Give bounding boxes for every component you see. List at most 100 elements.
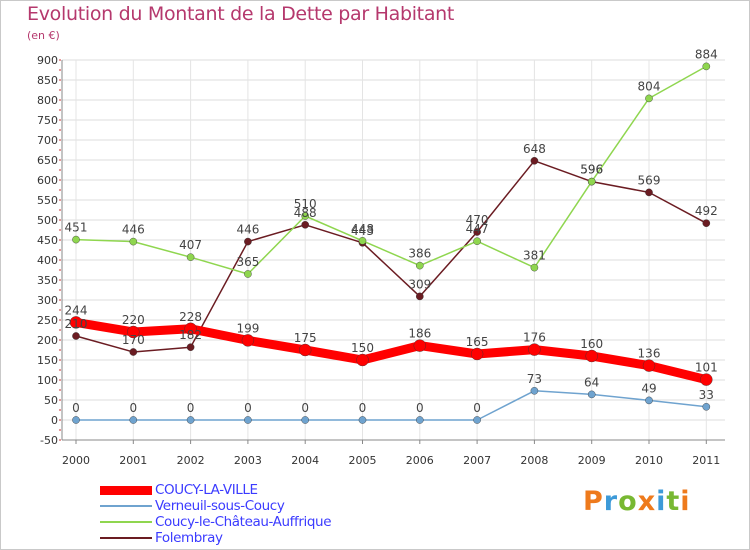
data-label: 446 xyxy=(236,223,259,237)
data-point xyxy=(358,416,367,424)
data-point xyxy=(473,228,481,236)
data-point xyxy=(301,416,310,424)
data-point xyxy=(530,263,539,272)
legend-label: Verneuil-sous-Coucy xyxy=(155,498,285,514)
logo-letter: x xyxy=(637,486,657,517)
data-label: 165 xyxy=(466,335,489,349)
x-tick-label: 2004 xyxy=(291,454,319,467)
data-point xyxy=(645,188,653,197)
data-point xyxy=(186,416,195,424)
legend-swatch xyxy=(100,521,152,523)
y-tick-label: 200 xyxy=(37,334,58,347)
data-label: 448 xyxy=(351,222,374,236)
data-point xyxy=(702,62,711,71)
logo-letter: t xyxy=(666,486,681,517)
data-label: 244 xyxy=(65,303,88,317)
x-tick-label: 2008 xyxy=(520,454,548,467)
data-point xyxy=(415,261,424,270)
data-label: 884 xyxy=(695,47,718,61)
data-label: 309 xyxy=(408,277,431,291)
data-label: 596 xyxy=(580,163,603,177)
data-point xyxy=(702,219,711,227)
data-label: 0 xyxy=(416,401,424,415)
x-tick-label: 2000 xyxy=(62,454,90,467)
data-point xyxy=(129,237,138,246)
y-tick-label: 700 xyxy=(37,134,58,147)
data-label: 33 xyxy=(699,388,714,402)
y-tick-label: 850 xyxy=(37,74,58,87)
data-label: 510 xyxy=(294,197,317,211)
data-label: 136 xyxy=(638,347,661,361)
data-point xyxy=(587,177,596,186)
x-tick-label: 2003 xyxy=(234,454,262,467)
data-label: 176 xyxy=(523,331,546,345)
y-tick-label: 150 xyxy=(37,354,58,367)
data-point xyxy=(356,353,369,367)
x-tick-label: 2010 xyxy=(635,454,663,467)
data-point xyxy=(129,348,138,356)
data-point xyxy=(585,349,598,363)
logo-letter: r xyxy=(603,486,619,517)
data-label: 443 xyxy=(351,224,374,238)
data-point xyxy=(642,359,656,372)
y-tick-label: 800 xyxy=(37,94,58,107)
series-line xyxy=(76,390,707,421)
legend: COUCY-LA-VILLE Verneuil-sous-Coucy Coucy-l… xyxy=(100,482,332,546)
data-label: 804 xyxy=(638,79,661,93)
unit-label: (en €) xyxy=(27,29,60,42)
data-label: 0 xyxy=(187,401,195,415)
data-point xyxy=(299,343,312,357)
x-tick-label: 2005 xyxy=(349,454,377,467)
data-label: 199 xyxy=(236,321,259,335)
data-point xyxy=(528,343,541,356)
y-tick-label: 600 xyxy=(37,174,58,187)
data-label: 101 xyxy=(695,361,718,375)
y-tick-label: 350 xyxy=(37,274,58,287)
data-point xyxy=(702,402,711,411)
legend-swatch xyxy=(100,486,152,495)
logo-letter: o xyxy=(618,486,638,517)
data-label: 0 xyxy=(129,401,137,415)
data-point xyxy=(473,237,481,245)
y-tick-label: 750 xyxy=(37,114,58,127)
data-label: 492 xyxy=(695,204,718,218)
legend-item: Coucy-le-Château-Auffrique xyxy=(100,514,332,530)
data-point xyxy=(415,292,424,301)
data-point xyxy=(413,339,426,352)
series-line xyxy=(75,317,708,384)
x-tick-label: 2002 xyxy=(177,454,205,467)
data-label: 451 xyxy=(65,221,88,235)
legend-label: Folembray xyxy=(155,530,223,546)
x-tick-label: 2001 xyxy=(119,454,147,467)
legend-swatch xyxy=(100,505,152,507)
data-point xyxy=(184,322,197,335)
data-point xyxy=(129,416,138,424)
x-tick-label: 2011 xyxy=(692,454,720,467)
legend-item: COUCY-LA-VILLE xyxy=(100,482,331,498)
data-point xyxy=(645,396,653,405)
proxiti-logo: Proxiti xyxy=(583,486,691,517)
data-point xyxy=(69,316,83,329)
y-tick-label: 100 xyxy=(37,374,58,387)
x-tick-label: 2006 xyxy=(406,454,434,467)
data-point xyxy=(530,386,539,395)
logo-letter: i xyxy=(680,486,691,517)
data-label: 365 xyxy=(236,255,259,269)
data-label: 73 xyxy=(527,372,542,386)
y-tick-label: 500 xyxy=(37,214,58,227)
data-point xyxy=(301,212,310,220)
data-point xyxy=(473,416,481,424)
data-label: 569 xyxy=(638,173,661,187)
legend-label: COUCY-LA-VILLE xyxy=(155,482,258,498)
data-label: 381 xyxy=(523,249,546,263)
y-tick-label: -50 xyxy=(40,434,58,447)
data-label: 186 xyxy=(408,327,431,341)
y-tick-label: 250 xyxy=(37,314,58,327)
data-point xyxy=(186,343,195,352)
data-point xyxy=(244,416,252,424)
data-label: 210 xyxy=(65,317,88,331)
y-tick-label: 450 xyxy=(37,234,58,247)
data-label: 49 xyxy=(641,381,656,395)
data-label: 170 xyxy=(122,333,145,347)
data-point xyxy=(127,325,140,339)
